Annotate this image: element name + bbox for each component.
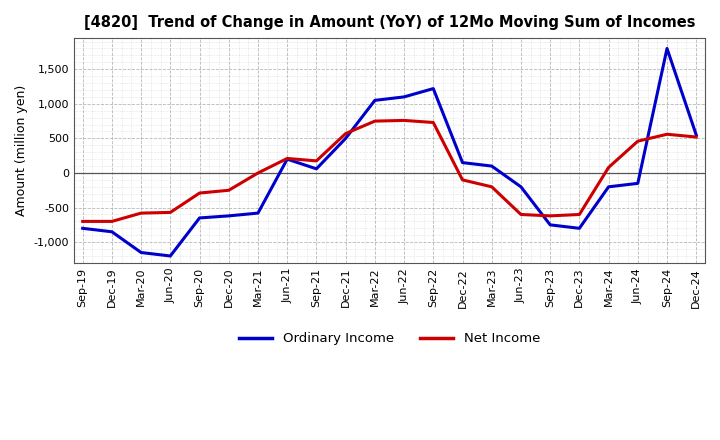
Ordinary Income xyxy=(458,160,467,165)
Ordinary Income xyxy=(692,132,701,138)
Ordinary Income xyxy=(195,215,204,220)
Title: [4820]  Trend of Change in Amount (YoY) of 12Mo Moving Sum of Incomes: [4820] Trend of Change in Amount (YoY) o… xyxy=(84,15,696,30)
Ordinary Income xyxy=(546,222,554,227)
Net Income xyxy=(458,177,467,183)
Net Income xyxy=(195,191,204,196)
Net Income xyxy=(107,219,116,224)
Net Income xyxy=(692,134,701,139)
Ordinary Income xyxy=(662,46,671,51)
Ordinary Income xyxy=(225,213,233,219)
Y-axis label: Amount (million yen): Amount (million yen) xyxy=(15,85,28,216)
Ordinary Income xyxy=(166,253,175,259)
Net Income xyxy=(575,212,584,217)
Net Income xyxy=(137,210,145,216)
Net Income xyxy=(253,170,262,176)
Net Income xyxy=(312,158,320,164)
Ordinary Income xyxy=(604,184,613,190)
Net Income xyxy=(225,187,233,193)
Net Income xyxy=(662,132,671,137)
Ordinary Income xyxy=(107,229,116,235)
Ordinary Income xyxy=(634,181,642,186)
Ordinary Income xyxy=(487,163,496,169)
Ordinary Income xyxy=(371,98,379,103)
Net Income xyxy=(371,118,379,124)
Line: Ordinary Income: Ordinary Income xyxy=(83,48,696,256)
Ordinary Income xyxy=(341,136,350,141)
Net Income xyxy=(634,139,642,144)
Legend: Ordinary Income, Net Income: Ordinary Income, Net Income xyxy=(234,327,545,351)
Net Income xyxy=(546,213,554,219)
Net Income xyxy=(78,219,87,224)
Net Income xyxy=(166,210,175,215)
Ordinary Income xyxy=(78,226,87,231)
Net Income xyxy=(400,118,408,123)
Ordinary Income xyxy=(517,184,526,190)
Net Income xyxy=(604,165,613,170)
Ordinary Income xyxy=(253,210,262,216)
Ordinary Income xyxy=(429,86,438,91)
Ordinary Income xyxy=(312,166,320,172)
Net Income xyxy=(283,156,292,161)
Net Income xyxy=(429,120,438,125)
Ordinary Income xyxy=(137,250,145,255)
Net Income xyxy=(341,131,350,136)
Line: Net Income: Net Income xyxy=(83,121,696,221)
Net Income xyxy=(487,184,496,190)
Ordinary Income xyxy=(400,94,408,99)
Ordinary Income xyxy=(575,226,584,231)
Net Income xyxy=(517,212,526,217)
Ordinary Income xyxy=(283,157,292,162)
